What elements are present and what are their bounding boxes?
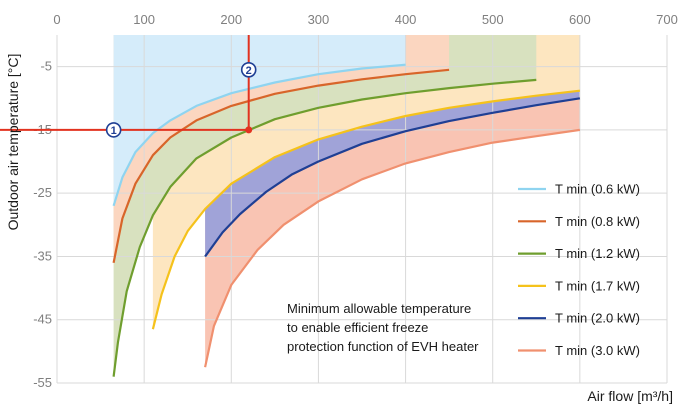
legend-label: T min (1.7 kW)	[555, 278, 640, 293]
x-tick-label: 600	[569, 12, 591, 27]
x-tick-label: 500	[482, 12, 504, 27]
band-fills	[113, 35, 580, 377]
series-line-t-min-0-6-kw	[112, 63, 406, 207]
annotation-line: Minimum allowable temperature	[287, 301, 471, 316]
series-line-t-min-1-7-kw	[151, 89, 581, 330]
legend-item: T min (3.0 kW)	[518, 343, 640, 358]
example-marker-label-1: 1	[111, 125, 117, 137]
band-t-min-0-6-kw	[113, 35, 406, 206]
legend-item: T min (2.0 kW)	[518, 311, 640, 326]
tick-labels: 0 100 200 300 400 500 600 700-5-15-25-35-45-55	[33, 12, 678, 390]
example-marker-1	[105, 122, 122, 138]
legend-item: T min (1.2 kW)	[518, 246, 640, 261]
series-line-t-min-3-0-kw	[204, 128, 581, 368]
legend-label: T min (3.0 kW)	[555, 343, 640, 358]
example-readout: 12	[0, 35, 257, 138]
y-axis-label: Outdoor air temperature [°C]	[5, 54, 21, 231]
y-tick-label: -25	[33, 185, 52, 200]
legend-label: T min (1.2 kW)	[555, 246, 640, 261]
x-tick-label: 200	[220, 12, 242, 27]
x-tick-label: 300	[308, 12, 330, 27]
y-tick-label: -45	[33, 312, 52, 327]
legend-item: T min (0.6 kW)	[518, 182, 640, 197]
legend-label: T min (0.6 kW)	[555, 182, 640, 197]
x-tick-label: 400	[395, 12, 417, 27]
example-marker-2	[240, 62, 257, 78]
annotation-line: protection function of EVH heater	[287, 339, 479, 354]
series-line-t-min-2-0-kw	[204, 97, 581, 258]
grid	[56, 35, 668, 384]
x-axis-label: Air flow [m³/h]	[587, 388, 673, 404]
x-tick-label: 0	[53, 12, 60, 27]
y-tick-label: -35	[33, 248, 52, 263]
legend-label: T min (0.8 kW)	[555, 214, 640, 229]
x-tick-label: 700	[656, 12, 678, 27]
x-tick-label: 100	[133, 12, 155, 27]
band-t-min-2-0-kw	[205, 90, 580, 257]
series-lines	[112, 63, 581, 377]
legend-label: T min (2.0 kW)	[555, 311, 640, 326]
example-marker-label-2: 2	[246, 65, 252, 77]
series-line-t-min-0-8-kw	[112, 68, 450, 264]
y-tick-label: -55	[33, 375, 52, 390]
band-t-min-1-2-kw	[113, 35, 537, 377]
legend: T min (0.6 kW) T min (0.8 kW) T min (1.2 k…	[518, 182, 640, 358]
legend-item: T min (1.7 kW)	[518, 278, 640, 293]
legend-item: T min (0.8 kW)	[518, 214, 640, 229]
y-tick-label: -5	[40, 59, 52, 74]
annotation: Minimum allowable temperature to enable e…	[287, 301, 479, 354]
annotation-line: to enable efficient freeze	[287, 320, 428, 335]
series-line-t-min-1-2-kw	[112, 78, 537, 377]
example-point	[245, 126, 253, 134]
